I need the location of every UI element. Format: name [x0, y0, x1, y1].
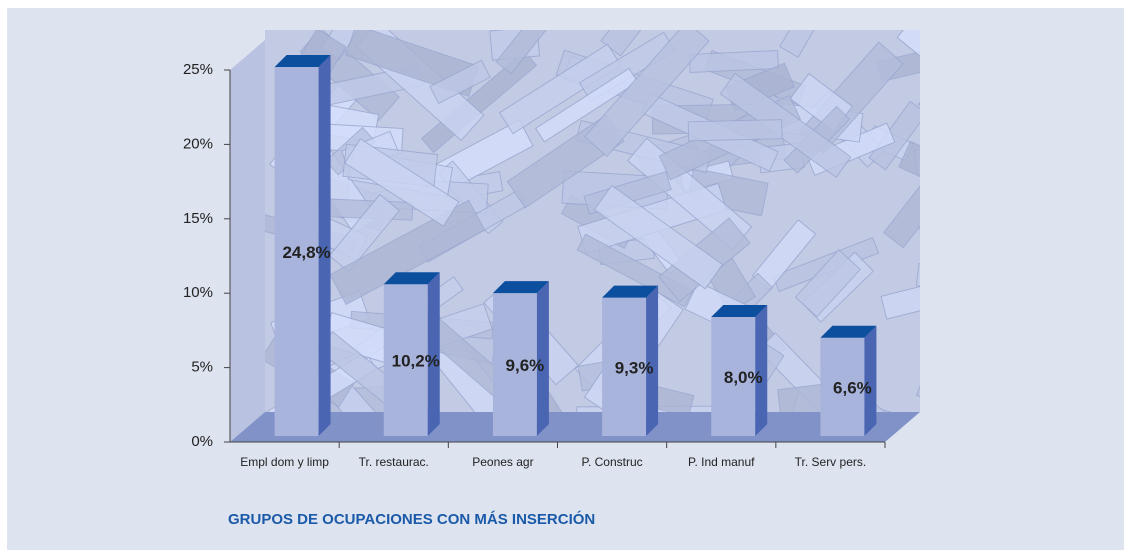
chart-title: GRUPOS DE OCUPACIONES CON MÁS INSERCIÓN: [228, 510, 595, 528]
chart: GRUPOS DE OCUPACIONES CON MÁS INSERCIÓN …: [0, 0, 1130, 558]
x-tick-label: P. Ind manuf: [688, 455, 755, 469]
photo-brick: [688, 120, 782, 141]
y-tick-label: 0%: [191, 433, 213, 450]
x-tick-label: Tr. Serv pers.: [795, 455, 867, 469]
x-tick-label: Peones agr: [472, 455, 533, 469]
value-label: 6,6%: [833, 378, 872, 397]
value-label: 8,0%: [724, 368, 763, 387]
y-tick-label: 10%: [183, 284, 213, 301]
value-label: 9,3%: [615, 358, 654, 377]
side-wall: [230, 40, 265, 442]
x-tick-label: Empl dom y limp: [240, 455, 329, 469]
value-label: 9,6%: [506, 356, 545, 375]
x-tick-label: P. Construc: [582, 455, 643, 469]
y-tick-label: 25%: [183, 61, 213, 78]
y-tick-label: 20%: [183, 135, 213, 152]
value-label: 10,2%: [392, 352, 440, 371]
floor: [230, 412, 920, 442]
y-tick-label: 5%: [191, 359, 213, 376]
y-tick-label: 15%: [183, 210, 213, 227]
photo-brick: [689, 50, 778, 72]
value-label: 24,8%: [282, 243, 330, 262]
x-tick-label: Tr. restaurac.: [359, 455, 429, 469]
